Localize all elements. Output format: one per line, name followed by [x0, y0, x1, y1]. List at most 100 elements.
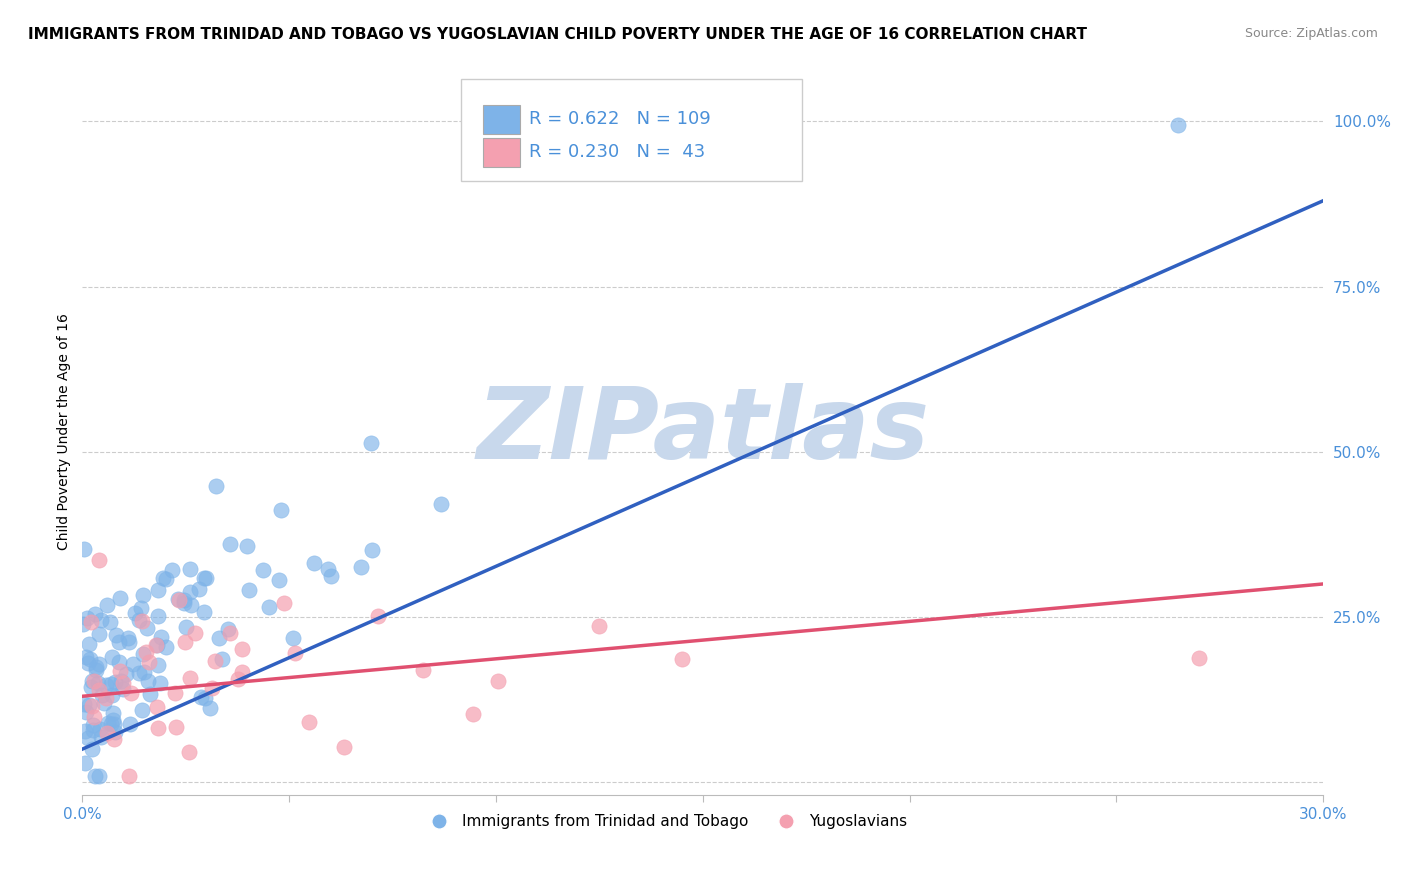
Point: [228, 672, 250, 686]
Text: Source: ZipAtlas.com: Source: ZipAtlas.com: [1244, 27, 1378, 40]
Point: [94, 678, 117, 692]
Bar: [484, 105, 520, 134]
Point: [73, 697, 96, 711]
Point: [318, 562, 340, 576]
Point: [148, 658, 170, 673]
Point: [269, 574, 291, 588]
Point: [238, 583, 260, 598]
Point: [236, 539, 259, 553]
Point: [108, 655, 131, 669]
Point: [107, 635, 129, 649]
Point: [108, 664, 131, 678]
Point: [257, 600, 280, 615]
Point: [86, 663, 108, 677]
Point: [155, 572, 177, 586]
Point: [129, 601, 152, 615]
Point: [135, 645, 157, 659]
Point: [104, 724, 127, 739]
Point: [165, 685, 187, 699]
Point: [87, 675, 110, 690]
Text: ZIPatlas: ZIPatlas: [477, 384, 929, 481]
Point: [461, 707, 484, 722]
Text: IMMIGRANTS FROM TRINIDAD AND TOBAGO VS YUGOSLAVIAN CHILD POVERTY UNDER THE AGE O: IMMIGRANTS FROM TRINIDAD AND TOBAGO VS Y…: [28, 27, 1087, 42]
Point: [187, 582, 209, 596]
Bar: [484, 137, 520, 167]
Point: [152, 571, 174, 585]
Point: [79, 652, 101, 666]
Point: [97, 715, 120, 730]
Point: [103, 713, 125, 727]
Point: [80, 680, 103, 694]
Point: [80, 674, 103, 689]
Point: [671, 651, 693, 665]
Point: [284, 647, 307, 661]
Point: [1167, 118, 1189, 132]
Point: [204, 654, 226, 668]
Point: [333, 739, 356, 754]
Point: [231, 642, 253, 657]
Point: [120, 685, 142, 699]
Point: [76, 657, 98, 671]
Point: [83, 710, 105, 724]
Point: [367, 609, 389, 624]
Point: [304, 556, 326, 570]
Point: [149, 675, 172, 690]
Point: [73, 541, 96, 556]
Text: R = 0.622   N = 109: R = 0.622 N = 109: [529, 111, 711, 128]
Point: [72, 616, 94, 631]
Point: [588, 619, 610, 633]
Legend: Immigrants from Trinidad and Tobago, Yugoslavians: Immigrants from Trinidad and Tobago, Yug…: [418, 808, 914, 835]
Point: [82, 723, 104, 738]
Point: [139, 687, 162, 701]
Point: [83, 673, 105, 688]
Point: [83, 607, 105, 621]
Point: [211, 652, 233, 666]
Point: [219, 537, 242, 551]
Point: [83, 768, 105, 782]
Point: [110, 673, 132, 688]
Point: [98, 615, 121, 630]
Point: [132, 665, 155, 680]
Point: [298, 714, 321, 729]
Point: [179, 562, 201, 576]
Point: [146, 721, 169, 735]
Point: [124, 607, 146, 621]
Point: [108, 591, 131, 605]
Point: [283, 631, 305, 645]
Point: [412, 663, 434, 677]
Point: [82, 718, 104, 732]
Point: [128, 613, 150, 627]
Y-axis label: Child Poverty Under the Age of 16: Child Poverty Under the Age of 16: [58, 313, 72, 550]
Point: [174, 620, 197, 634]
Point: [100, 717, 122, 731]
Point: [194, 571, 217, 585]
Point: [131, 703, 153, 717]
Point: [89, 552, 111, 566]
Point: [101, 688, 124, 702]
Point: [120, 717, 142, 731]
Point: [350, 560, 373, 574]
Point: [89, 627, 111, 641]
Point: [146, 582, 169, 597]
Point: [131, 615, 153, 629]
Point: [90, 613, 112, 627]
Point: [121, 657, 143, 672]
Point: [167, 592, 190, 607]
Point: [136, 621, 159, 635]
Point: [75, 724, 97, 739]
Text: R = 0.230   N =  43: R = 0.230 N = 43: [529, 143, 706, 161]
Point: [208, 631, 231, 645]
Point: [146, 609, 169, 624]
Point: [273, 596, 295, 610]
Point: [146, 700, 169, 714]
Point: [115, 666, 138, 681]
Point: [90, 730, 112, 744]
Point: [138, 656, 160, 670]
Point: [190, 690, 212, 704]
Point: [82, 741, 104, 756]
Point: [100, 677, 122, 691]
Point: [117, 768, 139, 782]
Point: [101, 706, 124, 720]
Point: [101, 650, 124, 665]
Point: [321, 569, 343, 583]
